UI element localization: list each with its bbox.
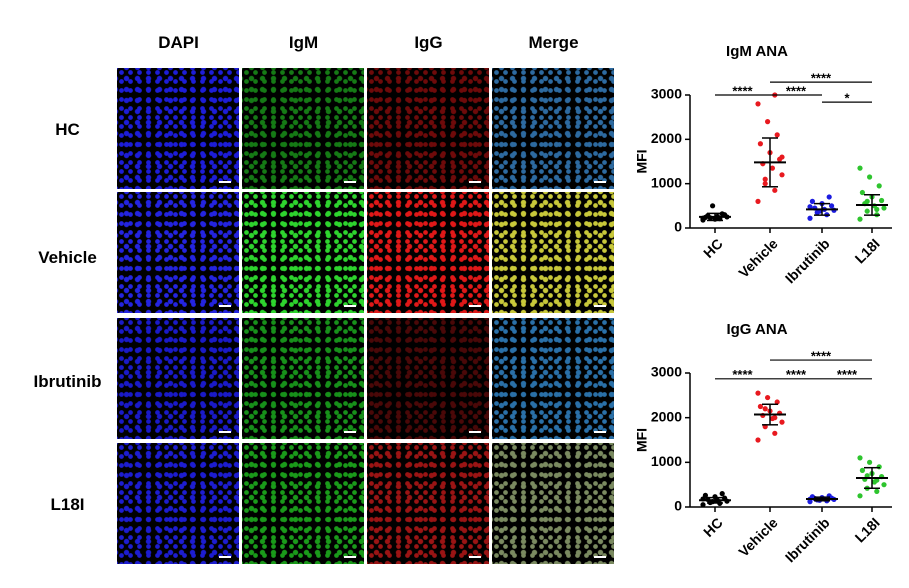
micrograph (117, 318, 239, 439)
data-point (755, 101, 761, 107)
micrograph (367, 443, 489, 564)
data-point (867, 174, 873, 180)
data-point (779, 419, 785, 425)
x-tick-label: Vehicle (735, 235, 781, 281)
data-point (857, 455, 863, 461)
micrograph (117, 68, 239, 189)
data-point (710, 203, 716, 209)
micrograph (242, 192, 364, 313)
micrograph (117, 192, 239, 313)
data-point (765, 119, 771, 125)
column-label: DAPI (158, 33, 199, 52)
data-point (807, 215, 813, 221)
data-point (757, 141, 764, 147)
data-point (719, 491, 725, 497)
data-point (755, 198, 761, 204)
data-point (807, 204, 813, 210)
micrograph (367, 192, 489, 313)
significance-label: **** (811, 71, 832, 86)
significance-label: **** (732, 83, 753, 98)
significance-label: **** (786, 83, 807, 98)
x-tick-label: L18I (852, 514, 883, 545)
micrograph (492, 318, 614, 439)
data-point (876, 464, 882, 470)
column-label: IgM (288, 33, 319, 52)
micrograph (117, 443, 239, 564)
row-label: Ibrutinib (33, 372, 102, 391)
y-tick-label: 3000 (651, 86, 682, 102)
x-tick-label: HC (700, 514, 726, 540)
data-point (857, 165, 863, 171)
micrograph (242, 318, 364, 439)
data-point (762, 181, 768, 187)
chart-title: IgM ANA (726, 43, 788, 60)
row-label: L18I (50, 495, 85, 514)
micrograph (367, 68, 489, 189)
y-tick-label: 1000 (651, 453, 682, 469)
data-point (762, 176, 768, 182)
data-point (826, 194, 832, 200)
column-label: Merge (528, 33, 579, 52)
micrograph (492, 443, 614, 564)
y-axis-label: MFI (634, 149, 650, 173)
data-point (765, 394, 771, 401)
data-point (881, 482, 887, 488)
data-point (779, 154, 785, 160)
x-tick-label: Ibrutinib (782, 235, 833, 286)
data-point (772, 187, 778, 193)
significance-label: **** (786, 367, 807, 382)
y-tick-label: 0 (674, 219, 682, 235)
data-point (762, 406, 768, 412)
data-point (700, 502, 706, 508)
significance-label: * (844, 91, 850, 106)
x-tick-label: Ibrutinib (782, 514, 833, 565)
data-point (864, 208, 870, 214)
data-point (864, 198, 870, 204)
data-point (755, 437, 761, 443)
x-tick-label: L18I (852, 235, 883, 266)
row-label: HC (55, 120, 80, 139)
micrograph (367, 318, 489, 439)
significance-label: **** (811, 348, 832, 363)
data-point (772, 430, 778, 436)
significance-label: **** (732, 367, 753, 382)
data-point (859, 189, 866, 196)
data-point (772, 415, 778, 421)
data-point (857, 216, 863, 222)
significance-label: **** (837, 367, 858, 382)
data-point (809, 198, 816, 204)
micrograph (242, 68, 364, 189)
y-tick-label: 3000 (651, 364, 682, 380)
data-point (874, 488, 880, 494)
y-tick-label: 1000 (651, 174, 682, 190)
chart-title: IgG ANA (726, 321, 787, 338)
data-point (774, 399, 780, 405)
data-point (857, 493, 863, 499)
data-point (779, 172, 785, 178)
micrograph (492, 68, 614, 189)
x-tick-label: Vehicle (735, 514, 781, 560)
row-label: Vehicle (38, 248, 97, 267)
micrograph (242, 443, 364, 564)
data-point (881, 205, 887, 211)
y-axis-label: MFI (634, 428, 650, 452)
column-label: IgG (414, 33, 443, 52)
data-point (769, 165, 776, 171)
data-point (774, 132, 780, 138)
data-point (755, 390, 761, 396)
y-tick-label: 2000 (651, 130, 682, 146)
x-tick-label: HC (700, 235, 726, 261)
y-tick-label: 0 (674, 498, 682, 514)
data-point (829, 203, 835, 209)
data-point (874, 206, 880, 212)
data-point (859, 467, 866, 473)
data-point (876, 183, 882, 189)
data-point (757, 403, 764, 410)
y-tick-label: 2000 (651, 408, 682, 424)
data-point (879, 197, 885, 204)
micrograph (492, 192, 614, 313)
data-point (867, 459, 873, 465)
